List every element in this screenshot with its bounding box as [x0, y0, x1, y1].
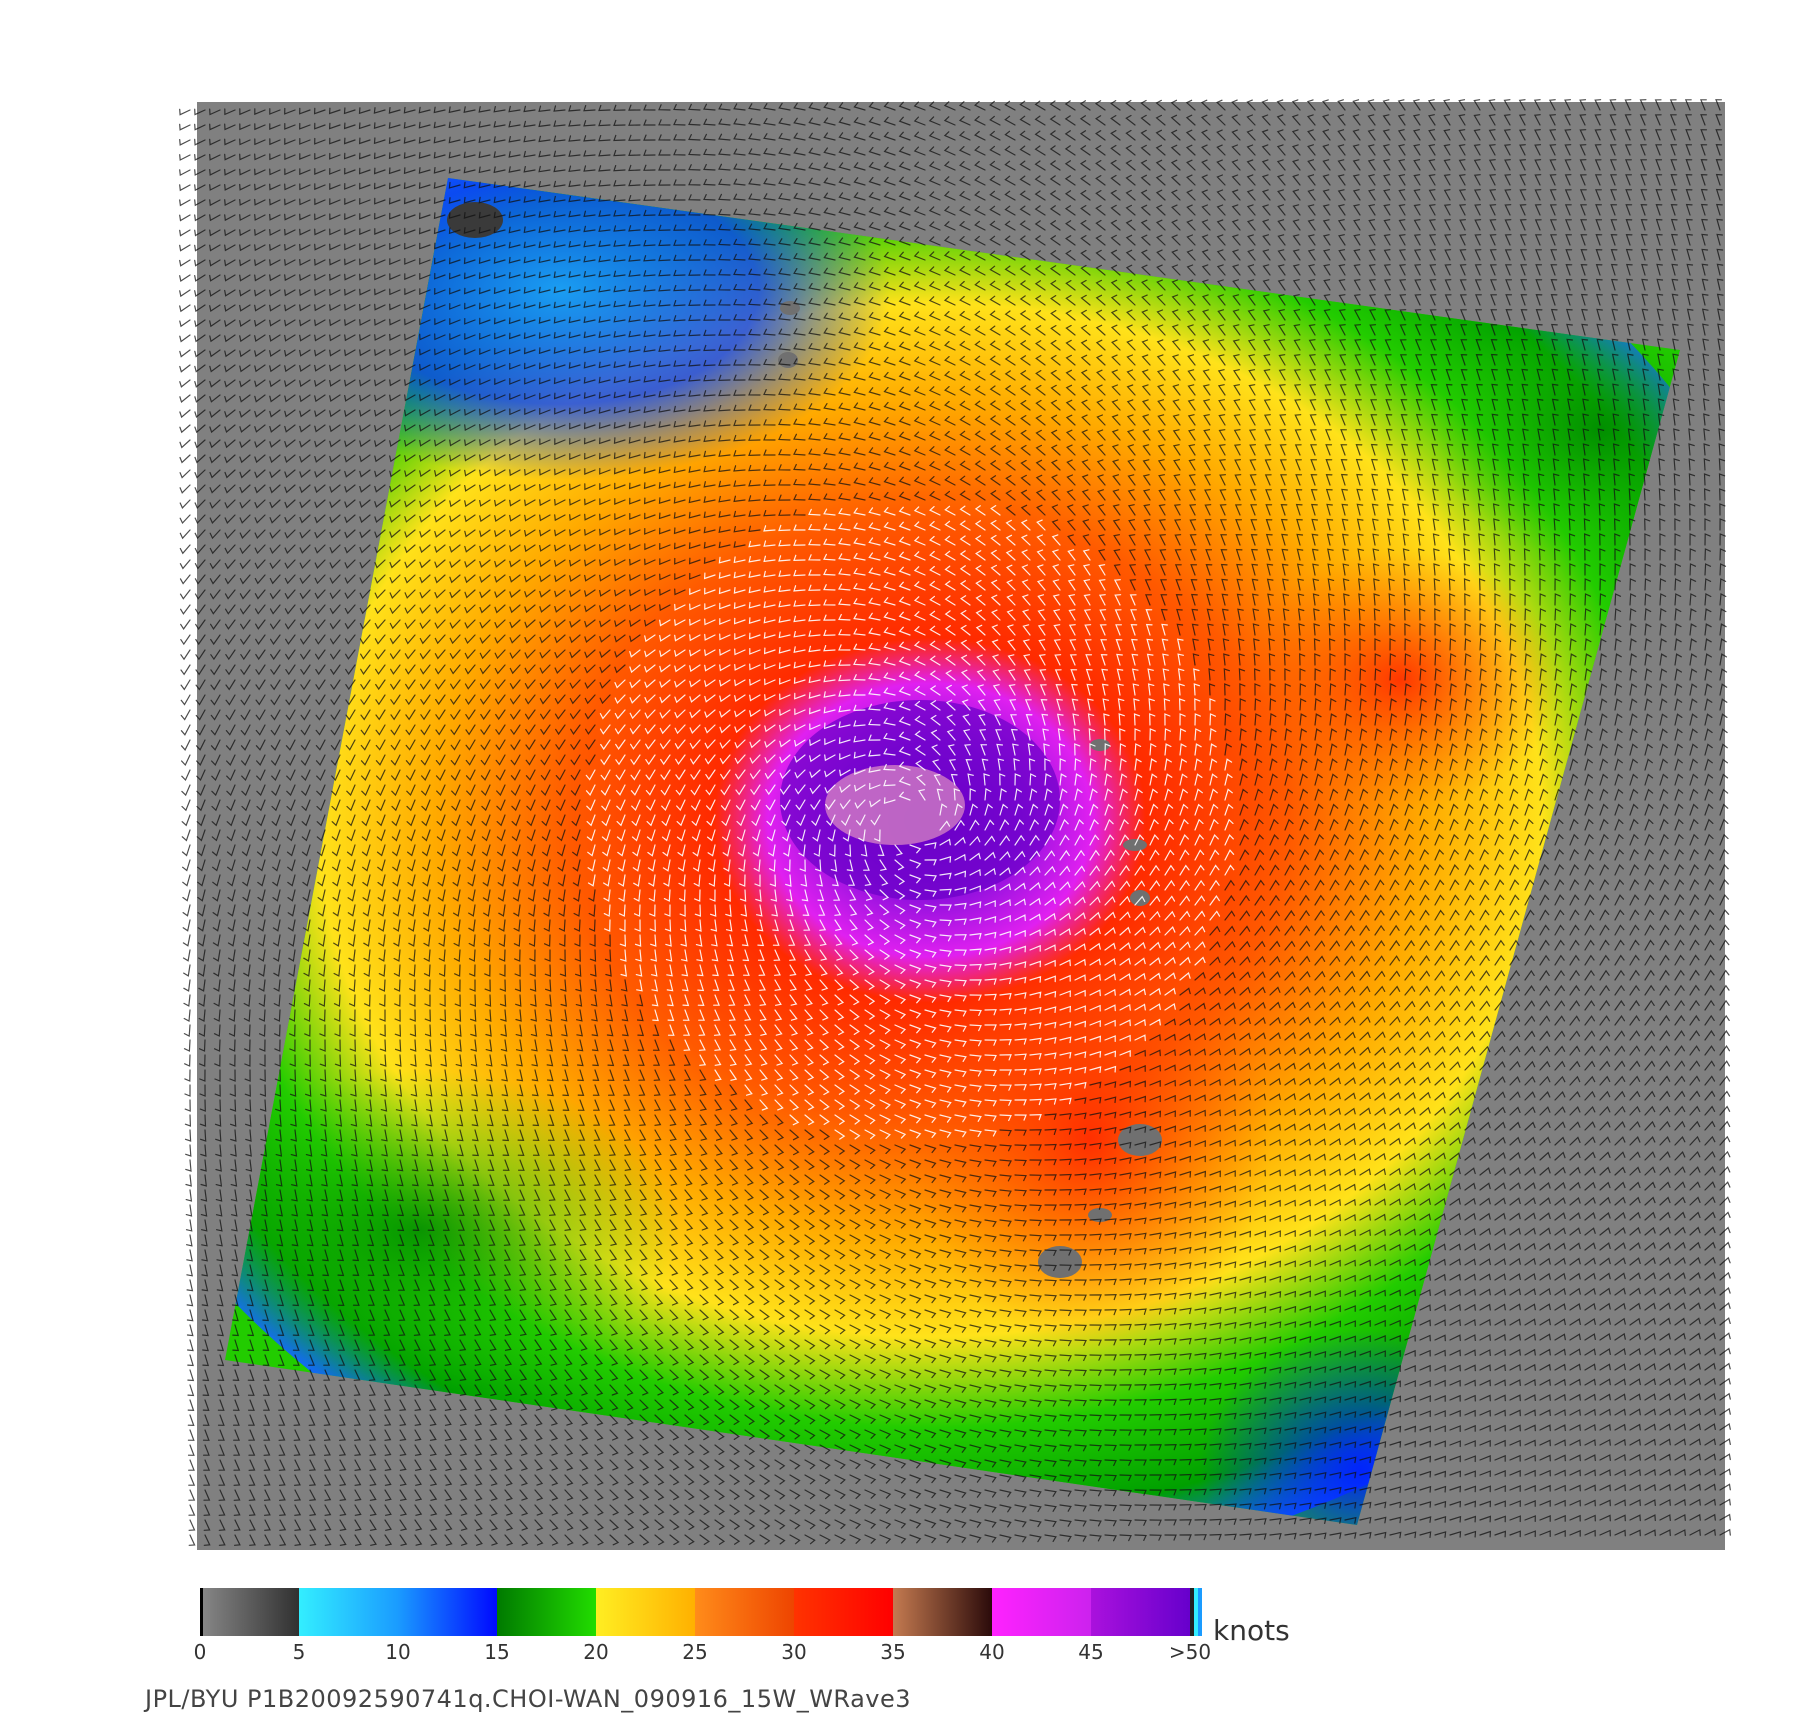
color-scale-segment [1091, 1588, 1191, 1636]
color-scale-tick-label: >50 [1168, 1640, 1212, 1664]
color-scale-min-marker [200, 1588, 203, 1636]
color-scale-tick-label: 35 [880, 1640, 906, 1664]
color-scale-tick-label: 5 [292, 1640, 306, 1664]
color-scale-segment [398, 1588, 498, 1636]
color-scale-overflow-marker [1198, 1588, 1202, 1636]
color-scale-tick-label: 20 [583, 1640, 609, 1664]
color-scale-tick-label: 45 [1078, 1640, 1104, 1664]
wind-barbs-dark [179, 99, 1731, 1546]
wind-barbs-light [585, 505, 1235, 1140]
color-scale-segment [893, 1588, 993, 1636]
color-scale-segment [497, 1588, 597, 1636]
color-scale-segment [794, 1588, 894, 1636]
color-scale-tick-label: 40 [979, 1640, 1005, 1664]
color-scale-segment [299, 1588, 399, 1636]
color-scale-tick-label: 25 [682, 1640, 708, 1664]
color-scale-segment [596, 1588, 696, 1636]
rain-flag-patches [447, 202, 1162, 1278]
color-scale-bar [200, 1588, 1202, 1636]
color-scale-units: knots [1213, 1614, 1290, 1647]
color-scale-segment [200, 1588, 300, 1636]
color-scale-overflow-marker [1190, 1588, 1194, 1636]
image-caption: JPL/BYU P1B20092590741q.CHOI-WAN_090916_… [145, 1685, 912, 1713]
color-scale-tick-label: 30 [781, 1640, 807, 1664]
color-scale-segment [695, 1588, 795, 1636]
color-scale-tick-label: 10 [385, 1640, 411, 1664]
color-scale-segment [992, 1588, 1092, 1636]
color-scale-tick-label: 0 [193, 1640, 207, 1664]
wind-barbs [179, 99, 1731, 1546]
color-scale-overflow-marker [1194, 1588, 1198, 1636]
color-scale-tick-label: 15 [484, 1640, 510, 1664]
